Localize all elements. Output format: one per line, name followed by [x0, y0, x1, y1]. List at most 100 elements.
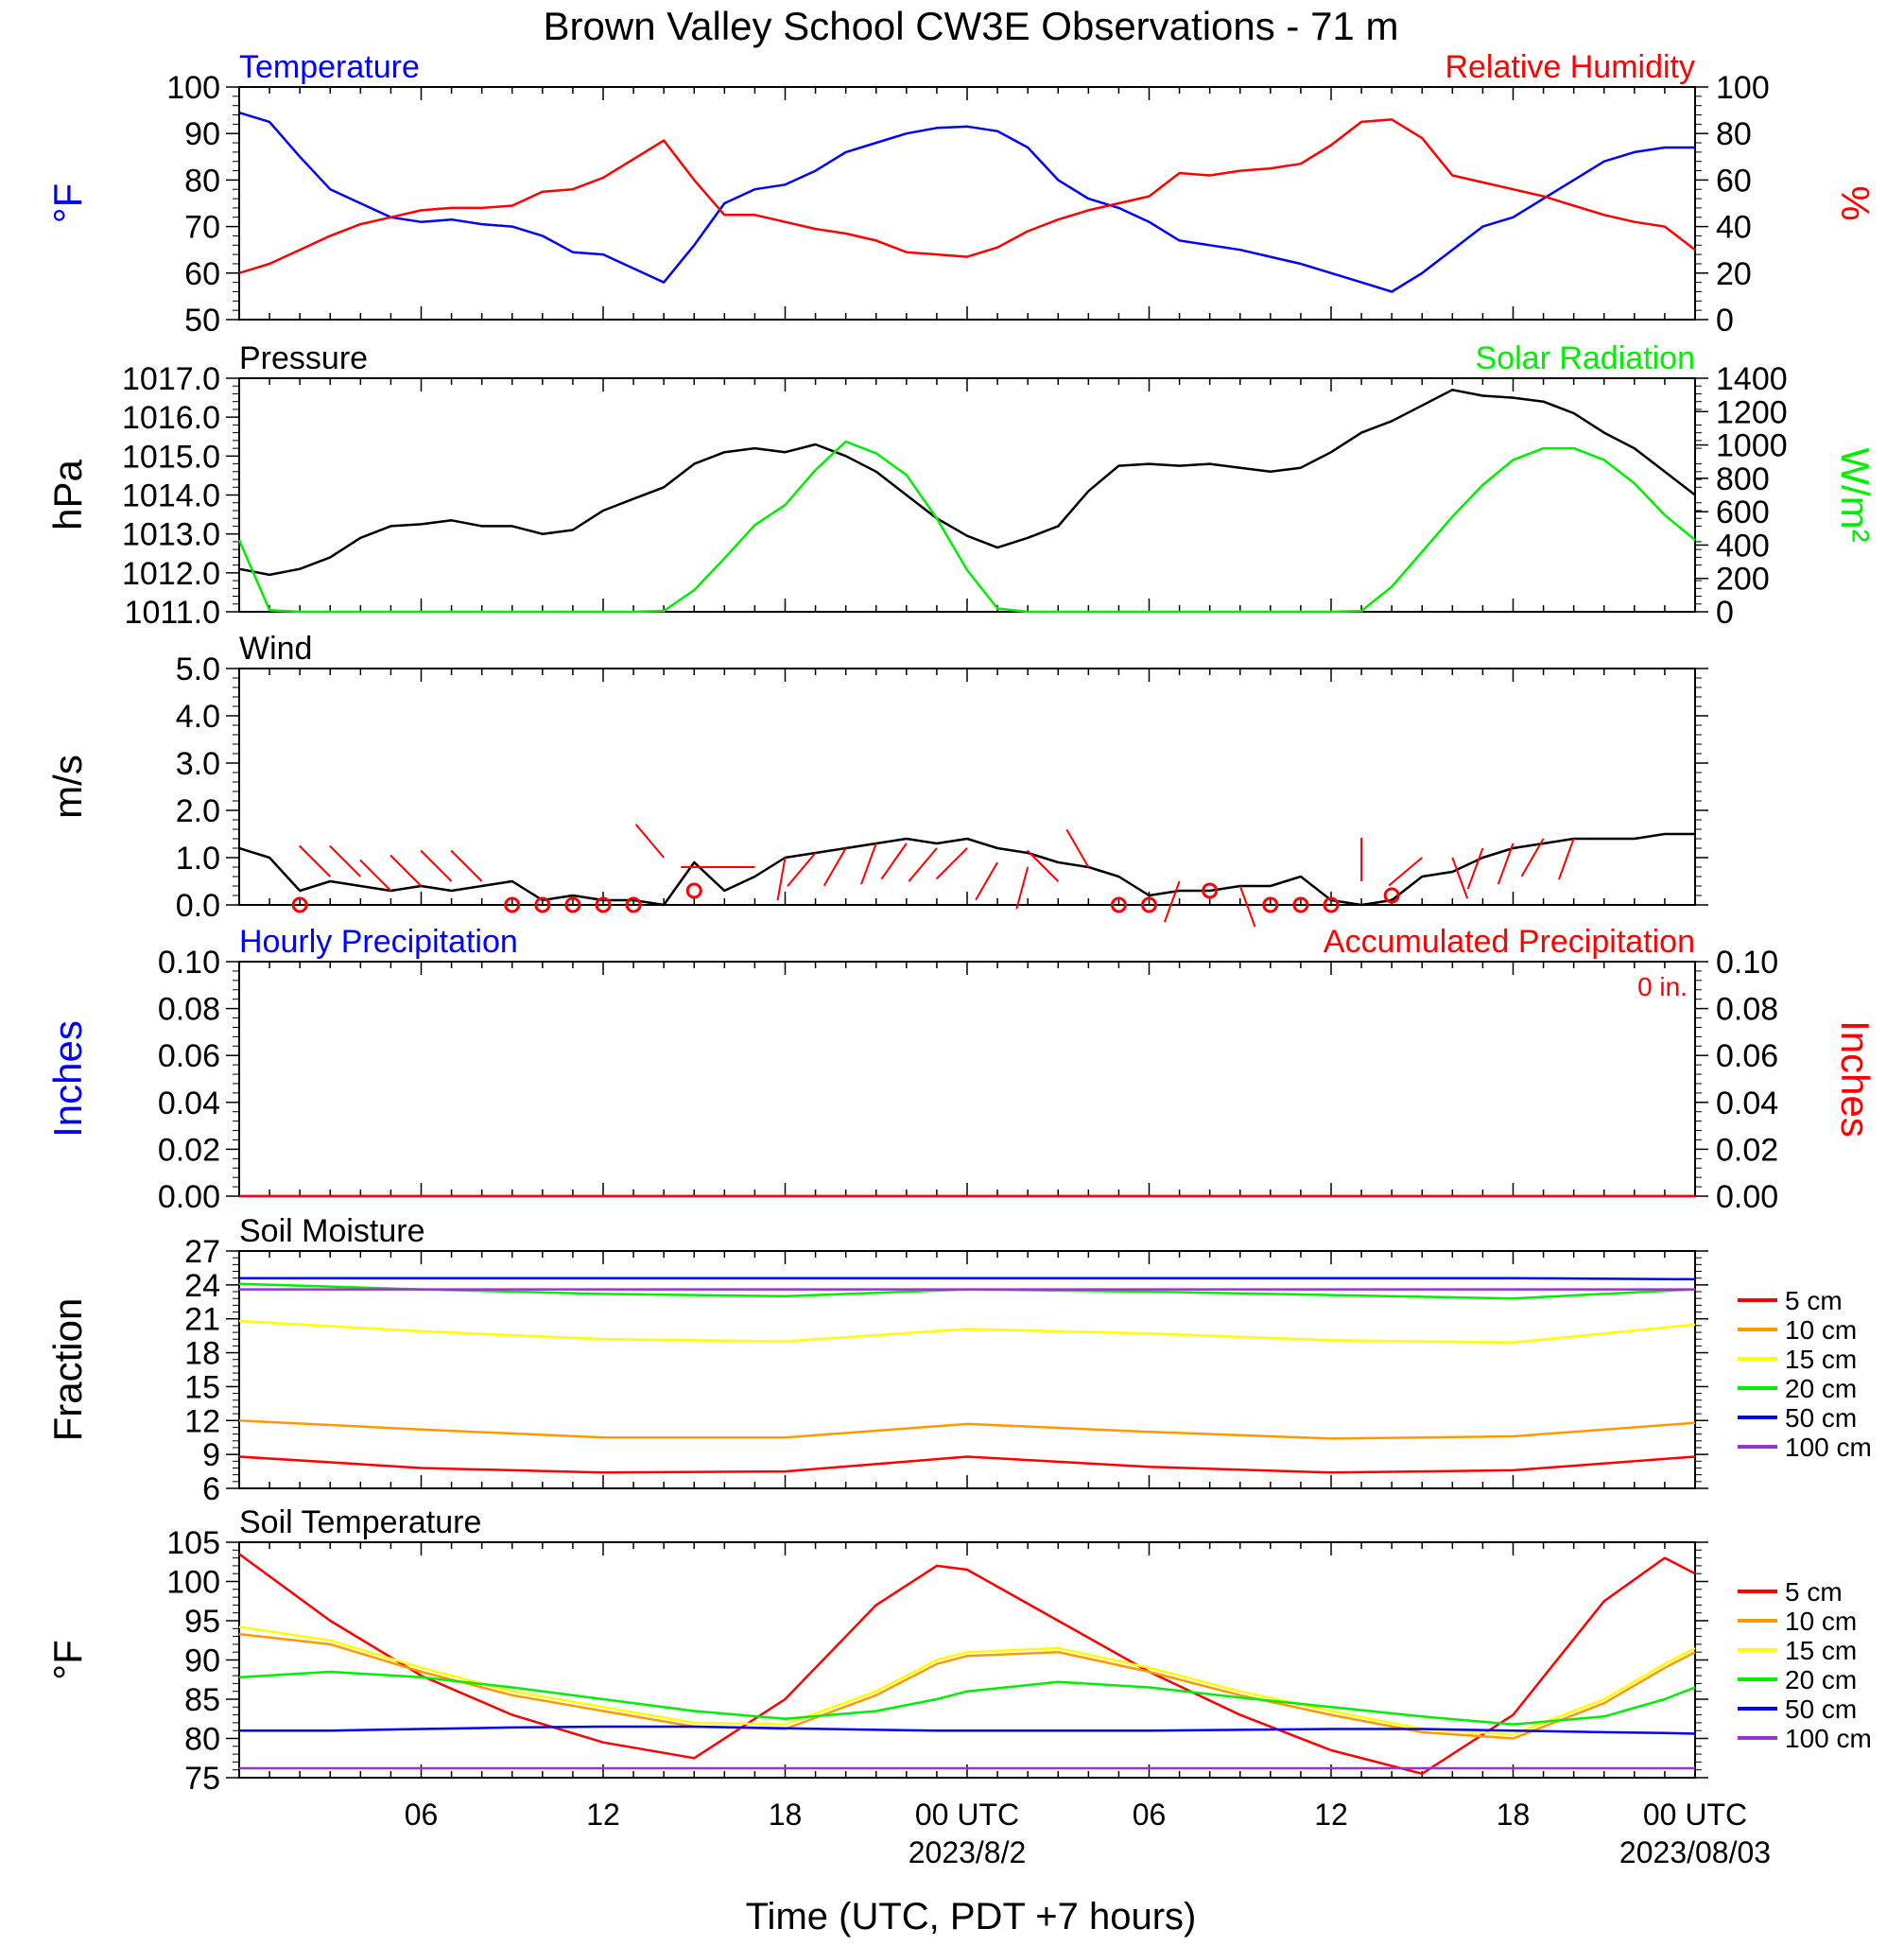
series-line-10-cm — [238, 1419, 1696, 1440]
calm-wind-marker — [595, 896, 612, 913]
y-axis-label-left: m/s — [45, 755, 90, 819]
y-tick-label-left: 75 — [184, 1761, 220, 1797]
wind-direction-stick — [1451, 857, 1469, 899]
y-tick-label-left: 1017.0 — [122, 361, 220, 397]
series-line-5-cm — [238, 1455, 1696, 1474]
y-tick-label-left: 95 — [184, 1604, 220, 1640]
calm-wind-marker — [1202, 882, 1219, 899]
series-line-pressure — [238, 389, 1696, 577]
series-line-solar-radiation — [237, 440, 1696, 614]
y-tick-label-left: 100 — [166, 1565, 220, 1601]
y-tick-label-left: 60 — [184, 256, 220, 292]
y-tick-label-right: 1200 — [1716, 394, 1788, 430]
calm-wind-marker — [534, 896, 551, 913]
y-axis-label-right: % — [1833, 185, 1878, 220]
calm-wind-marker — [685, 882, 702, 899]
panel-1: 1017.01016.01015.01014.01013.01012.01011… — [45, 340, 1878, 631]
y-tick-label-left: 80 — [184, 163, 220, 199]
x-tick-label: 06 — [405, 1798, 439, 1832]
wind-direction-stick — [1497, 843, 1515, 885]
series-line-15-cm — [238, 1319, 1696, 1345]
calm-wind-marker — [504, 896, 521, 913]
wind-direction-stick — [880, 843, 908, 880]
wind-direction-stick — [389, 854, 423, 887]
y-tick-label-left: 80 — [184, 1722, 220, 1758]
y-axis-label-left: °F — [45, 183, 90, 223]
panel-frame — [238, 668, 1696, 906]
wind-direction-stick — [822, 847, 847, 887]
panel-frame — [238, 961, 1696, 1197]
panel-2: 5.0 4.0 3.0 2.0 1.0 0.0 Wind m/s — [45, 631, 1708, 928]
y-tick-label-right: 0.00 — [1716, 1179, 1778, 1215]
y-axis-label-left: hPa — [45, 459, 90, 530]
panel-title-left: Soil Moisture — [239, 1213, 425, 1249]
panel-frame — [238, 377, 1696, 613]
calm-wind-marker — [1323, 896, 1340, 913]
y-tick-label-right: 0.04 — [1716, 1086, 1778, 1121]
y-tick-label-left: 90 — [184, 1643, 220, 1679]
x-tick-label: 18 — [769, 1798, 803, 1832]
wind-direction-stick — [1466, 847, 1484, 890]
y-tick-label-left: 0.00 — [158, 1179, 220, 1215]
y-tick-label-right: 60 — [1716, 163, 1752, 199]
accumulated-total-label: 0 in. — [1637, 972, 1688, 1001]
y-tick-label-left: 1.0 — [176, 841, 220, 877]
y-tick-label-right: 200 — [1716, 562, 1770, 598]
y-tick-label-right: 0.02 — [1716, 1132, 1778, 1168]
panel-title-left: Hourly Precipitation — [239, 924, 518, 960]
y-tick-label-left: 2.0 — [176, 793, 220, 829]
y-tick-label-left: 21 — [184, 1302, 220, 1338]
y-tick-label-left: 1014.0 — [122, 478, 220, 514]
wind-direction-stick — [634, 824, 665, 859]
wind-direction-stick — [298, 844, 331, 877]
calm-wind-marker — [1383, 887, 1400, 904]
calm-wind-marker — [291, 896, 308, 913]
wind-direction-stick — [935, 847, 968, 880]
y-tick-label-right: 100 — [1716, 70, 1770, 106]
y-tick-label-left: 0.02 — [158, 1132, 220, 1168]
y-tick-label-right: 1000 — [1716, 428, 1788, 464]
wind-direction-stick — [1520, 838, 1545, 877]
legend-label: 50 cm — [1785, 1403, 1857, 1433]
wind-direction-stick — [1163, 880, 1181, 923]
x-date-label: 2023/08/03 — [1619, 1835, 1771, 1869]
y-tick-label-left: 12 — [184, 1403, 220, 1439]
panel-title-left: Soil Temperature — [239, 1504, 481, 1540]
wind-direction-stick — [1065, 828, 1090, 868]
wind-direction-stick — [420, 849, 453, 882]
series-line-50-cm — [239, 1277, 1696, 1281]
x-tick-label: 00 UTC — [1643, 1798, 1747, 1832]
panel-title-left: Pressure — [239, 340, 368, 376]
y-tick-label-right: 20 — [1716, 256, 1752, 292]
y-tick-label-right: 800 — [1716, 461, 1770, 497]
y-axis-label-left: Inches — [45, 1020, 90, 1138]
y-tick-label-left: 100 — [166, 70, 220, 106]
series-line-15-cm — [238, 1625, 1696, 1736]
y-tick-label-left: 1016.0 — [122, 400, 220, 436]
legend-label: 100 cm — [1785, 1433, 1872, 1462]
wind-direction-stick — [1015, 866, 1030, 910]
y-tick-label-left: 1015.0 — [122, 439, 220, 475]
legend-label: 5 cm — [1785, 1577, 1843, 1607]
legend-label: 10 cm — [1785, 1607, 1857, 1636]
calm-wind-marker — [1262, 896, 1279, 913]
series-line-10-cm — [238, 1632, 1696, 1740]
y-tick-label-right: 80 — [1716, 116, 1752, 152]
wind-direction-stick — [860, 843, 877, 885]
x-tick-label: 12 — [586, 1798, 620, 1832]
x-axis-label: Time (UTC, PDT +7 hours) — [746, 1896, 1197, 1937]
y-tick-label-right: 0.08 — [1716, 992, 1778, 1028]
wind-direction-stick — [975, 861, 998, 901]
panel-frame — [238, 86, 1696, 321]
y-tick-label-left: 27 — [184, 1234, 220, 1270]
series-line-50-cm — [239, 1725, 1696, 1735]
series-line-20-cm — [238, 1670, 1696, 1726]
y-tick-label-right: 1400 — [1716, 361, 1788, 397]
x-tick-label: 00 UTC — [915, 1798, 1019, 1832]
calm-wind-marker — [564, 896, 581, 913]
legend-label: 20 cm — [1785, 1374, 1857, 1403]
wind-direction-stick — [1026, 849, 1059, 882]
panel-title-right: Accumulated Precipitation — [1324, 924, 1695, 960]
